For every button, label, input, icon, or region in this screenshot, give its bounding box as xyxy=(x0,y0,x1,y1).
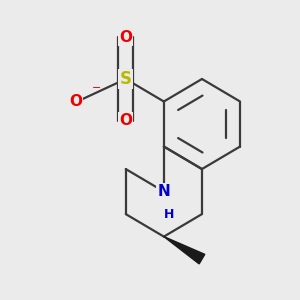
Text: O: O xyxy=(119,30,132,45)
Text: S: S xyxy=(120,70,132,88)
Polygon shape xyxy=(164,237,205,264)
Text: N: N xyxy=(158,184,170,199)
Text: O: O xyxy=(119,113,132,128)
Text: O: O xyxy=(69,94,82,109)
Text: H: H xyxy=(164,208,174,220)
Text: −: − xyxy=(92,83,101,93)
